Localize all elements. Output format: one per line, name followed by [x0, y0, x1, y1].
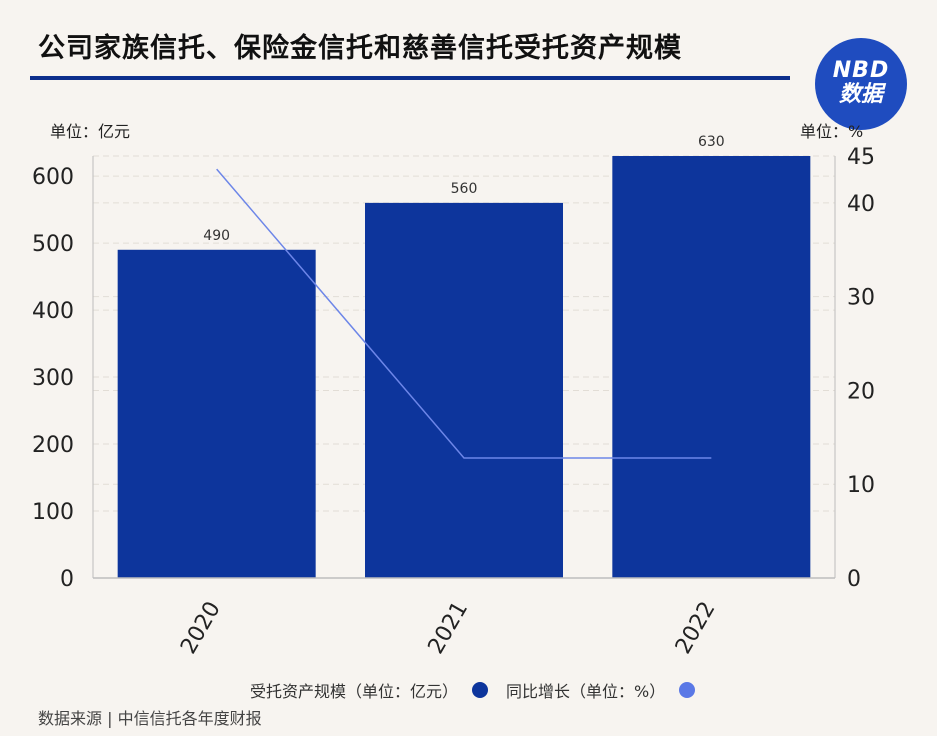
right-tick-label: 40 [847, 192, 875, 217]
right-tick-label: 45 [847, 145, 875, 170]
chart-title: 公司家族信托、保险金信托和慈善信托受托资产规模 [38, 33, 682, 64]
left-tick-label: 500 [32, 232, 74, 257]
nbd-logo: NBD 数据 [815, 38, 907, 130]
x-tick-label: 2021 [424, 597, 474, 658]
legend-label-assets: 受托资产规模（单位：亿元） [250, 682, 459, 701]
x-tick-label: 2022 [671, 597, 721, 658]
left-tick-label: 400 [32, 299, 74, 324]
logo-text-top: NBD [832, 58, 890, 83]
bar [365, 202, 563, 578]
legend-label-growth: 同比增长（单位：%） [506, 682, 666, 701]
bar-data-label: 630 [698, 134, 725, 150]
left-tick-label: 300 [32, 366, 74, 391]
bar-data-label: 490 [203, 228, 230, 244]
data-source: 数据来源 | 中信信托各年度财报 [38, 709, 262, 728]
legend-marker-growth [679, 682, 696, 698]
right-tick-label: 30 [847, 286, 875, 311]
growth-line [216, 168, 712, 459]
legend-marker-assets [472, 682, 489, 698]
right-axis-unit: 单位：% [800, 122, 864, 141]
left-tick-label: 200 [32, 433, 74, 458]
bar-data-label: 560 [451, 181, 478, 197]
left-tick-label: 600 [32, 165, 74, 190]
bar [117, 249, 316, 578]
right-tick-label: 20 [847, 379, 875, 404]
logo-text-bottom: 数据 [838, 82, 883, 107]
left-axis-unit: 单位：亿元 [50, 122, 131, 141]
right-tick-label: 10 [847, 473, 875, 498]
left-tick-label: 0 [60, 567, 74, 592]
title-underline [30, 76, 790, 80]
legend: 受托资产规模（单位：亿元） 同比增长（单位：%） [250, 678, 713, 702]
left-tick-label: 100 [32, 500, 74, 525]
x-tick-label: 2020 [176, 597, 226, 658]
bar [612, 156, 811, 578]
right-tick-label: 0 [847, 567, 861, 592]
